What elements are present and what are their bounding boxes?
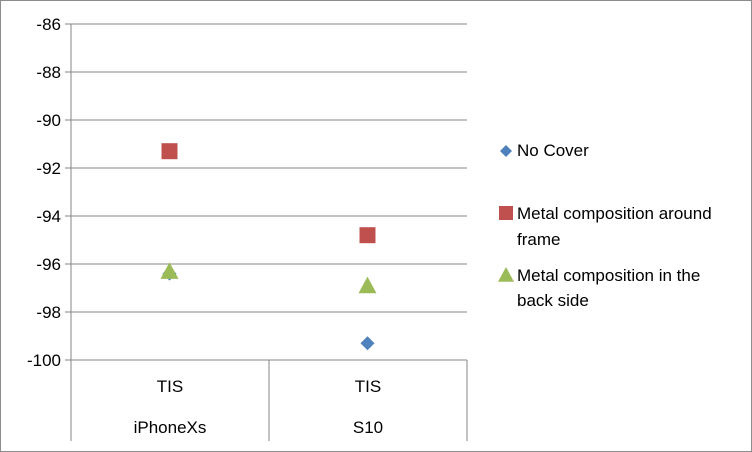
- y-tick-label: -94: [36, 207, 61, 226]
- y-tick-label: -98: [36, 303, 61, 322]
- x-group-label: iPhoneXs: [134, 418, 207, 437]
- axis-layer: -100 -98 -96 -94 -92 -90 -88 -86 TIS TIS iPhoneXs S…: [27, 15, 468, 441]
- marker-layer: [160, 143, 377, 351]
- grid-layer: [71, 23, 467, 313]
- legend-label: Metal composition in the: [517, 266, 700, 285]
- x-group-label: S10: [353, 418, 383, 437]
- legend-label: back side: [517, 291, 589, 310]
- legend-marker-triangle: [498, 267, 514, 282]
- y-tick-label: -90: [36, 111, 61, 130]
- y-tick-label: -92: [36, 159, 61, 178]
- legend-label: Metal composition around: [517, 204, 712, 223]
- y-tick-label: -96: [36, 255, 61, 274]
- legend-marker-square: [499, 206, 513, 220]
- legend-marker-diamond: [500, 145, 512, 157]
- data-point-square: [161, 143, 178, 160]
- data-point-diamond: [360, 336, 375, 351]
- data-point-triangle: [358, 276, 377, 294]
- y-tick-label: -86: [36, 15, 61, 34]
- legend-label: frame: [517, 230, 560, 249]
- y-tick-label: -88: [36, 63, 61, 82]
- data-point-triangle: [160, 262, 179, 279]
- y-tick-label: -100: [27, 351, 61, 370]
- legend: No Cover Metal composition around frame Met…: [498, 141, 712, 310]
- x-category-label: TIS: [355, 377, 381, 396]
- data-point-square: [359, 227, 376, 244]
- x-category-label: TIS: [157, 377, 183, 396]
- legend-label: No Cover: [517, 141, 589, 160]
